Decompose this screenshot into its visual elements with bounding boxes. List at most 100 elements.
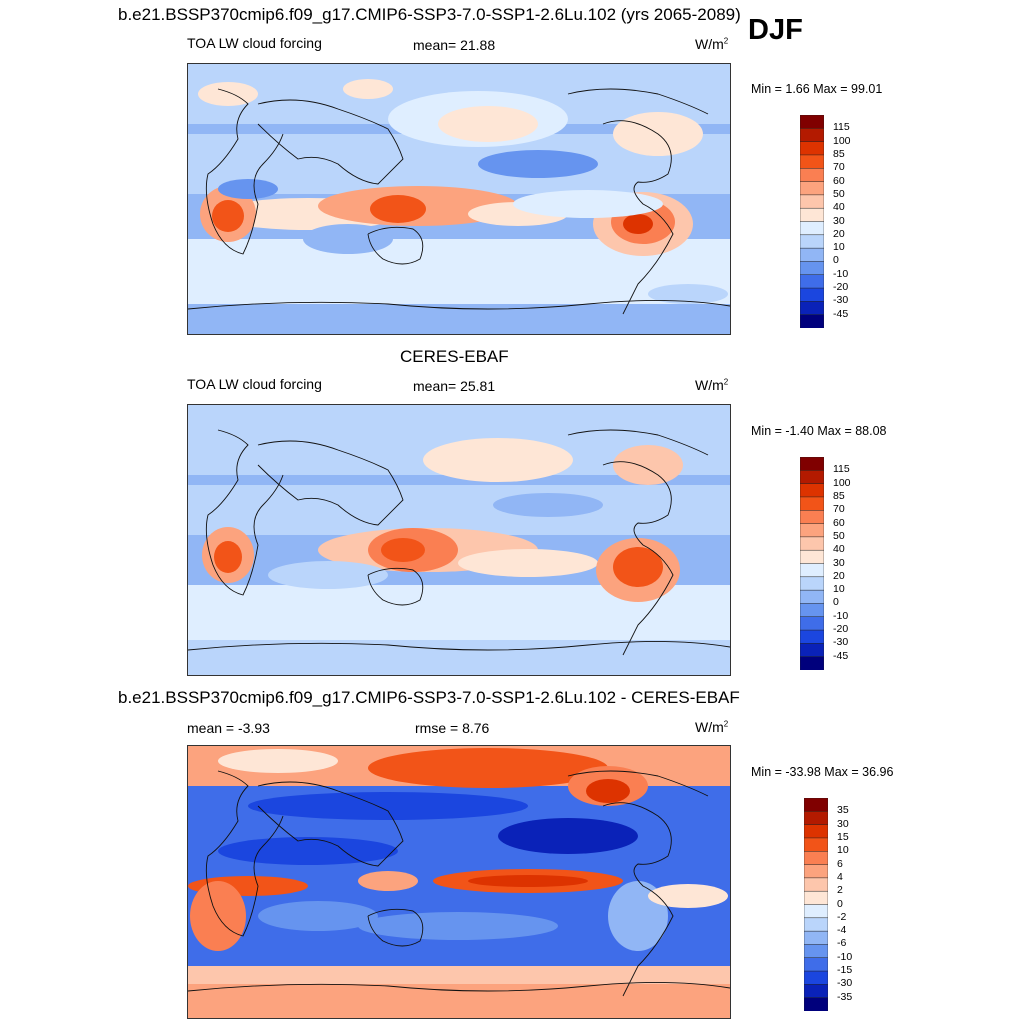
panel2-colorbar-tick-label: 60	[833, 516, 845, 529]
panel2-minmax: Min = -1.40 Max = 88.08	[751, 424, 887, 438]
panel3-colorbar-swatch	[803, 944, 829, 959]
panel1-variable: TOA LW cloud forcing	[187, 35, 322, 51]
panel3-minmax: Min = -33.98 Max = 36.96	[751, 765, 894, 779]
panel2-colorbar-tick-label: 70	[833, 503, 845, 516]
panel1-colorbar-swatch	[799, 141, 825, 156]
top-title: b.e21.BSSP370cmip6.f09_g17.CMIP6-SSP3-7.…	[118, 5, 741, 24]
panel1-colorbar-tick-label: -45	[833, 307, 849, 320]
panel2-title: CERES-EBAF	[400, 347, 509, 366]
panel1-colorbar-swatch	[799, 247, 825, 262]
panel3-colorbar-tick-label: -10	[837, 950, 853, 963]
panel3-colorbar-tick-label: -15	[837, 964, 853, 977]
panel3-colorbar-tick-label: 10	[837, 844, 849, 857]
panel2-colorbar-tick-label: 30	[833, 556, 845, 569]
panel3-title: b.e21.BSSP370cmip6.f09_g17.CMIP6-SSP3-7.…	[118, 688, 740, 707]
panel3-colorbar-swatch	[803, 970, 829, 985]
panel1-minmax: Min = 1.66 Max = 99.01	[751, 82, 883, 96]
panel3-colorbar-tick-label: 35	[837, 804, 849, 817]
panel3-colorbar-swatch	[803, 877, 829, 892]
panel2-colorbar-tick-label: 50	[833, 529, 845, 542]
panel2-colorbar-tick-label: 100	[833, 476, 851, 489]
panel1-colorbar-tick-label: 70	[833, 161, 845, 174]
panel2-map-svg	[188, 405, 730, 675]
panel3-colorbar-tick-label: -35	[837, 990, 853, 1003]
panel1-colorbar-swatch	[799, 221, 825, 236]
panel3-colorbar-swatch	[803, 837, 829, 852]
panel1-colorbar-tick-label: -30	[833, 294, 849, 307]
panel1-colorbar-tick-label: 20	[833, 227, 845, 240]
panel2-colorbar-tick-label: 85	[833, 489, 845, 502]
panel1-colorbar-swatch	[799, 181, 825, 196]
panel2-mean: mean= 25.81	[413, 378, 496, 394]
panel2-colorbar-tick-label: -30	[833, 636, 849, 649]
panel2-units: W/m2	[695, 377, 729, 393]
panel2-colorbar-swatch	[799, 576, 825, 591]
panel3-colorbar-tick-label: 0	[837, 897, 843, 910]
panel2-colorbar-tick-label: 115	[833, 463, 850, 476]
panel1-colorbar-swatch	[799, 207, 825, 223]
panel3-colorbar-swatch	[803, 930, 829, 945]
panel3-colorbar-tick-label: -6	[837, 937, 847, 950]
panel1-colorbar	[799, 114, 825, 333]
panel2-colorbar-swatch	[799, 523, 825, 538]
panel1-colorbar-tick-label: -10	[833, 267, 849, 280]
panel2-colorbar-swatch	[799, 496, 825, 511]
panel1-colorbar-tick-label: 60	[833, 174, 845, 187]
panel1-colorbar-swatch	[799, 168, 825, 183]
panel1-colorbar-tick-label: 10	[833, 241, 845, 254]
panel3-colorbar-tick-label: -4	[837, 924, 847, 937]
panel3-rmse: rmse = 8.76	[415, 720, 490, 736]
panel3-colorbar-swatch	[803, 851, 829, 866]
panel2-colorbar-swatch	[799, 603, 825, 618]
panel3-map	[187, 745, 731, 1019]
panel2-colorbar-swatch	[799, 470, 825, 485]
panel3-colorbar-tick-label: -30	[837, 977, 853, 990]
panel1-map	[187, 63, 731, 335]
panel3-colorbar-tick-label: 2	[837, 884, 843, 897]
panel2-colorbar-swatch	[799, 589, 825, 604]
panel2-colorbar-swatch	[799, 456, 825, 471]
panel3-colorbar-swatch	[803, 957, 829, 972]
panel1-colorbar-swatch	[799, 194, 825, 209]
panel1-colorbar-swatch	[799, 234, 825, 249]
panel1-colorbar-tick-label: 40	[833, 201, 845, 214]
panel2-colorbar	[799, 456, 825, 675]
panel3-colorbar-swatch	[803, 797, 829, 812]
panel2-colorbar-tick-label: 20	[833, 569, 845, 582]
panel2-variable: TOA LW cloud forcing	[187, 376, 322, 392]
panel1-colorbar-swatch	[799, 301, 825, 316]
panel1-colorbar-swatch	[799, 274, 825, 289]
panel3-colorbar-tick-label: 6	[837, 857, 843, 870]
panel2-colorbar-tick-label: 0	[833, 596, 839, 609]
panel2-colorbar-tick-label: -10	[833, 609, 849, 622]
panel2-colorbar-swatch	[799, 629, 825, 644]
panel3-map-svg	[188, 746, 730, 1018]
panel3-colorbar-swatch	[803, 917, 829, 932]
panel1-colorbar-swatch	[799, 128, 825, 143]
panel1-colorbar-swatch	[799, 154, 825, 169]
panel1-colorbar-tick-label: -20	[833, 281, 849, 294]
panel3-colorbar-tick-label: 4	[837, 870, 843, 883]
panel1-colorbar-tick-label: 50	[833, 187, 845, 200]
panel3-colorbar	[803, 797, 829, 1016]
panel3-mean: mean = -3.93	[187, 720, 270, 736]
panel1-colorbar-swatch	[799, 314, 825, 329]
panel1-colorbar-swatch	[799, 114, 825, 129]
panel2-colorbar-swatch	[799, 643, 825, 658]
panel3-colorbar-swatches	[803, 797, 829, 1012]
panel2-colorbar-tick-label: -45	[833, 649, 849, 662]
season-label: DJF	[748, 14, 803, 46]
panel2-colorbar-tick-label: -20	[833, 623, 849, 636]
panel3-colorbar-swatch	[803, 904, 829, 919]
panel1-mean: mean= 21.88	[413, 37, 496, 53]
panel2-colorbar-swatch	[799, 483, 825, 498]
panel2-colorbar-swatch	[799, 536, 825, 551]
panel2-map	[187, 404, 731, 676]
panel1-colorbar-tick-label: 85	[833, 147, 845, 160]
panel1-colorbar-swatch	[799, 261, 825, 276]
panel2-colorbar-swatch	[799, 510, 825, 525]
panel3-colorbar-swatch	[803, 864, 829, 879]
panel1-colorbar-swatch	[799, 287, 825, 302]
panel3-units: W/m2	[695, 719, 729, 735]
panel1-colorbar-tick-label: 115	[833, 121, 850, 134]
